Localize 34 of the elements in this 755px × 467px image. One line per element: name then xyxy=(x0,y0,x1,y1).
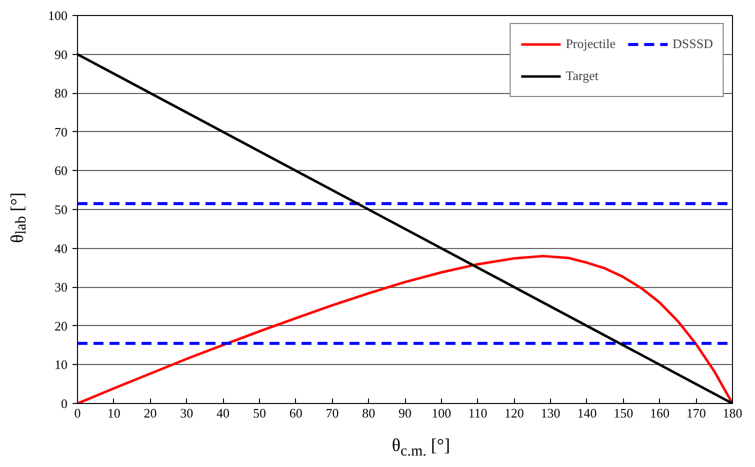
x-tick-label: 40 xyxy=(216,406,230,420)
y-tick-label: 70 xyxy=(54,124,68,140)
y-tick-label: 50 xyxy=(54,202,68,217)
x-axis-title: θ$_{c.m.}$ [°] xyxy=(392,435,450,460)
x-tick-label: 80 xyxy=(362,406,376,420)
x-tick-label: 150 xyxy=(614,406,634,420)
x-tick-label: 90 xyxy=(398,406,412,420)
y-tick-label: 80 xyxy=(54,86,68,101)
x-tick-label: 160 xyxy=(650,406,670,420)
x-tick-label: 60 xyxy=(289,406,302,420)
y-tick-label: 40 xyxy=(54,240,68,256)
y-tick-label: 0 xyxy=(61,396,68,411)
x-tick-label: 10 xyxy=(107,406,120,420)
x-tick-label: 0 xyxy=(74,406,81,420)
x-tick-label: 120 xyxy=(504,406,524,420)
legend-label: Target xyxy=(566,68,598,84)
x-tick-label: 100 xyxy=(432,406,452,420)
x-tick-label: 70 xyxy=(326,406,339,420)
y-tick-label: 30 xyxy=(54,280,68,295)
y-tick-label: 10 xyxy=(54,357,68,372)
x-tick-label: 20 xyxy=(144,406,157,420)
x-tick-label: 170 xyxy=(686,406,706,420)
y-tick-label: 60 xyxy=(54,163,68,178)
y-tick-label: 90 xyxy=(54,46,68,62)
y-tick-label: 100 xyxy=(48,8,68,23)
legend-label: Projectile xyxy=(566,36,616,52)
x-tick-label: 140 xyxy=(577,406,597,420)
x-tick-label: 30 xyxy=(180,406,194,420)
x-tick-label: 50 xyxy=(252,406,266,420)
legend-label: DSSSD xyxy=(672,36,713,52)
x-tick-label: 130 xyxy=(540,406,560,420)
y-tick-label: 20 xyxy=(54,318,68,334)
x-tick-label: 110 xyxy=(468,406,488,420)
x-tick-label: 180 xyxy=(722,406,742,420)
